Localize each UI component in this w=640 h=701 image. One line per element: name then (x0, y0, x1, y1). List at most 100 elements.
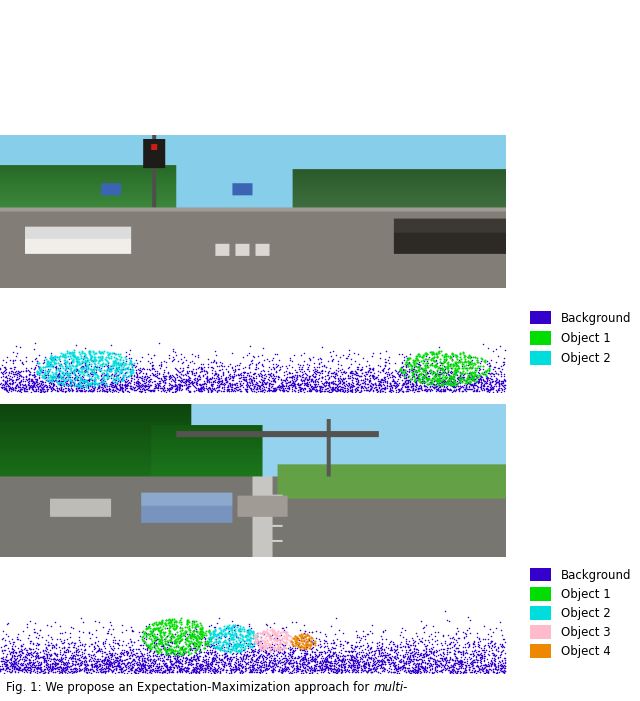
Point (29, 380, 39, 391)
Point (65, 348, 76, 359)
Point (397, 660, 408, 671)
Point (298, 661, 308, 672)
Point (188, 643, 198, 654)
Point (428, 653, 438, 665)
Point (431, 381, 441, 392)
Point (268, 639, 278, 650)
Point (210, 368, 220, 379)
Point (34, 362, 44, 374)
Point (444, 375, 454, 386)
Point (369, 385, 379, 396)
Point (431, 379, 442, 390)
Point (313, 665, 323, 676)
Point (113, 657, 123, 668)
Point (106, 629, 116, 640)
Point (204, 639, 214, 650)
Point (336, 656, 346, 667)
Point (26, 381, 36, 392)
Point (253, 350, 264, 362)
Point (344, 372, 354, 383)
Point (347, 384, 357, 395)
Point (395, 662, 405, 673)
Point (0, 647, 8, 658)
Point (1, 384, 12, 395)
Point (42, 364, 52, 375)
Point (42, 383, 52, 395)
Point (328, 383, 338, 395)
Point (80, 654, 90, 665)
Point (41, 642, 51, 653)
Point (29, 369, 40, 380)
Point (497, 639, 508, 651)
Point (33, 649, 43, 660)
Point (90, 376, 100, 387)
Point (332, 634, 342, 645)
Point (7, 377, 17, 388)
Point (111, 656, 121, 667)
Point (214, 665, 225, 676)
Point (264, 645, 275, 656)
Point (310, 363, 321, 374)
Point (241, 652, 251, 663)
Point (191, 655, 202, 666)
Point (157, 636, 167, 647)
Point (349, 655, 359, 666)
Point (298, 384, 308, 395)
Point (301, 666, 312, 677)
Point (207, 365, 217, 376)
Point (314, 660, 324, 672)
Point (70, 646, 81, 658)
Point (488, 663, 498, 674)
Point (18, 375, 28, 386)
Point (439, 385, 449, 396)
Point (166, 658, 177, 669)
Point (456, 362, 467, 374)
Point (205, 631, 215, 642)
Point (466, 369, 476, 381)
Point (446, 662, 456, 673)
Point (449, 377, 459, 388)
Point (60, 665, 70, 676)
Point (159, 382, 170, 393)
Point (416, 660, 426, 672)
Point (42, 381, 52, 392)
Point (140, 661, 150, 672)
Point (42, 648, 52, 660)
Point (264, 385, 275, 396)
Point (182, 615, 192, 626)
Point (234, 664, 244, 675)
Point (193, 641, 204, 653)
Point (420, 648, 431, 660)
Point (484, 663, 495, 674)
Point (97, 646, 107, 657)
Point (487, 373, 497, 384)
Point (115, 358, 125, 369)
Point (196, 385, 206, 396)
Point (97, 383, 107, 395)
Point (259, 386, 269, 397)
Point (242, 624, 252, 635)
Point (5, 653, 15, 665)
Point (352, 661, 362, 672)
Point (407, 367, 417, 378)
Point (195, 644, 205, 655)
Point (220, 648, 230, 660)
Point (47, 353, 57, 364)
Point (301, 629, 312, 640)
Point (86, 355, 97, 366)
Point (462, 377, 472, 388)
Point (26, 377, 36, 388)
Point (499, 371, 509, 382)
Point (145, 653, 155, 665)
Point (305, 384, 316, 395)
Point (384, 351, 394, 362)
Point (326, 367, 336, 379)
Point (312, 384, 323, 395)
Point (186, 666, 196, 677)
Point (187, 665, 197, 676)
Point (425, 376, 435, 388)
Point (434, 369, 444, 381)
Point (321, 376, 332, 388)
Point (479, 366, 489, 377)
Point (70, 648, 81, 659)
